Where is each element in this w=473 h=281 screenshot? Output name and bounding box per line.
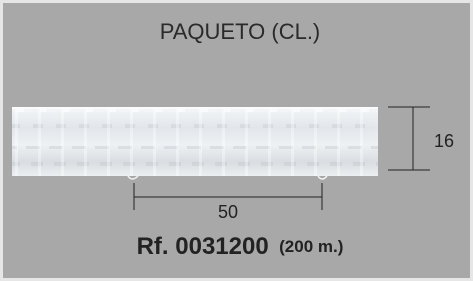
page: {"header": {"title": "PAQUETO (CL.)"}, "…	[0, 0, 473, 281]
reference-code: Rf. 0031200	[137, 233, 269, 260]
title: PAQUETO (CL.)	[160, 19, 321, 44]
spacing-label: 50	[218, 202, 238, 222]
reference-length: (200 m.)	[279, 237, 343, 256]
tape-image	[12, 107, 378, 179]
product-sheet: PAQUETO (CL.) 16 50 Rf. 0031200 (200 m.)	[0, 0, 473, 281]
reference: Rf. 0031200 (200 m.)	[137, 233, 344, 260]
height-label: 16	[434, 131, 454, 151]
